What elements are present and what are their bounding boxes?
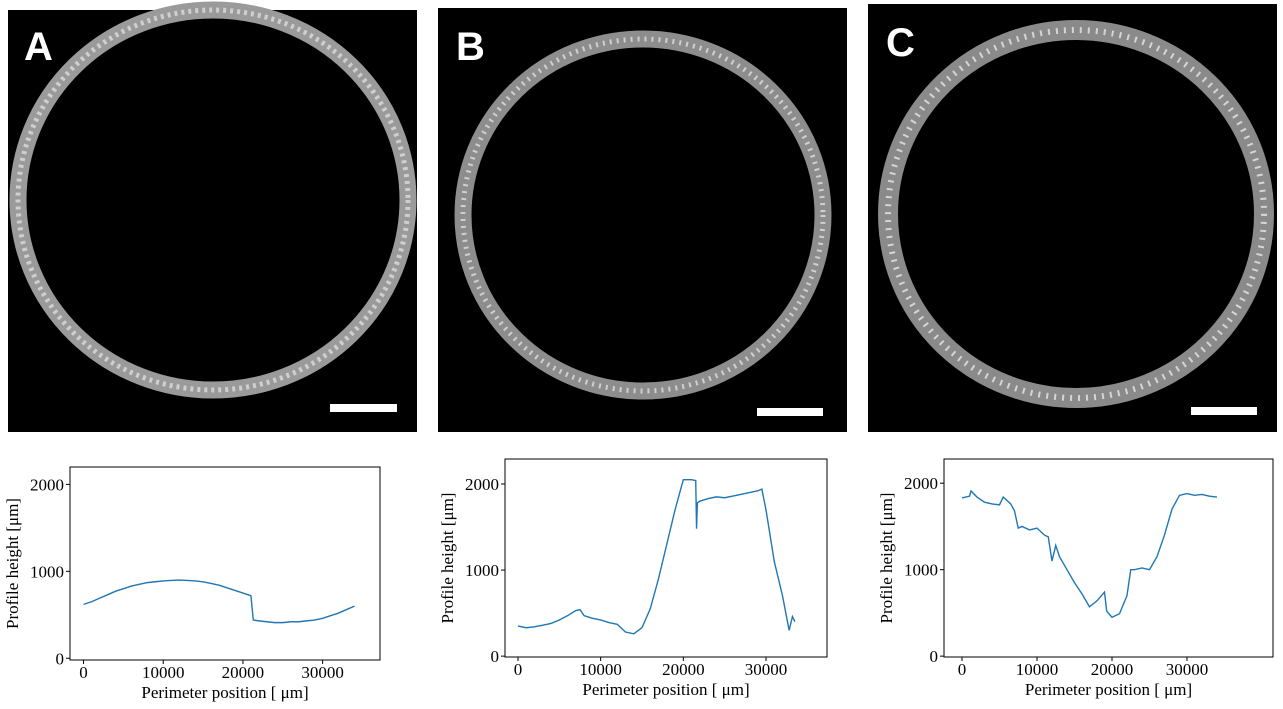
y-axis-label: Profile height [μm] bbox=[438, 493, 457, 624]
y-axis-label: Profile height [μm] bbox=[3, 498, 22, 629]
x-tick-label: 30000 bbox=[1166, 660, 1209, 679]
y-tick-label: 0 bbox=[491, 647, 500, 666]
axes-frame bbox=[504, 458, 828, 658]
y-axis-label: Profile height [μm] bbox=[877, 493, 896, 624]
data-line bbox=[961, 489, 1218, 619]
x-tick-label: 10000 bbox=[1016, 660, 1059, 679]
x-axis-label: Perimeter position [ μm] bbox=[582, 680, 749, 699]
data-line bbox=[83, 579, 355, 624]
y-tick-label: 1000 bbox=[904, 561, 938, 580]
y-tick-label: 2000 bbox=[904, 474, 938, 493]
panel-letter: C bbox=[886, 21, 915, 65]
panel-letter: B bbox=[456, 25, 485, 69]
panel-letter: A bbox=[24, 25, 53, 69]
x-tick-label: 20000 bbox=[222, 663, 265, 682]
scale-bar bbox=[330, 404, 397, 412]
x-tick-label: 10000 bbox=[142, 663, 185, 682]
y-tick-label: 0 bbox=[930, 647, 939, 666]
data-line bbox=[517, 478, 796, 635]
micrograph-a: A bbox=[8, 1, 417, 432]
x-axis-label: Perimeter position [ μm] bbox=[1025, 680, 1192, 699]
x-tick-label: 30000 bbox=[745, 660, 788, 679]
y-tick-label: 2000 bbox=[30, 475, 64, 494]
scale-bar bbox=[1191, 407, 1257, 415]
x-tick-label: 0 bbox=[514, 660, 523, 679]
y-tick-label: 1000 bbox=[465, 561, 499, 580]
x-axis-label: Perimeter position [ μm] bbox=[141, 683, 308, 702]
y-tick-label: 1000 bbox=[30, 562, 64, 581]
x-tick-label: 0 bbox=[958, 660, 967, 679]
x-tick-label: 10000 bbox=[579, 660, 622, 679]
x-tick-label: 30000 bbox=[301, 663, 344, 682]
axes-frame bbox=[943, 458, 1274, 658]
y-tick-label: 0 bbox=[56, 649, 65, 668]
scale-bar bbox=[757, 408, 823, 416]
x-tick-label: 20000 bbox=[662, 660, 705, 679]
micrograph-c: C bbox=[868, 4, 1277, 432]
y-tick-label: 2000 bbox=[465, 475, 499, 494]
axes-frame bbox=[69, 466, 381, 661]
x-tick-label: 20000 bbox=[1091, 660, 1134, 679]
micrograph-b: B bbox=[438, 8, 847, 432]
x-tick-label: 0 bbox=[79, 663, 88, 682]
